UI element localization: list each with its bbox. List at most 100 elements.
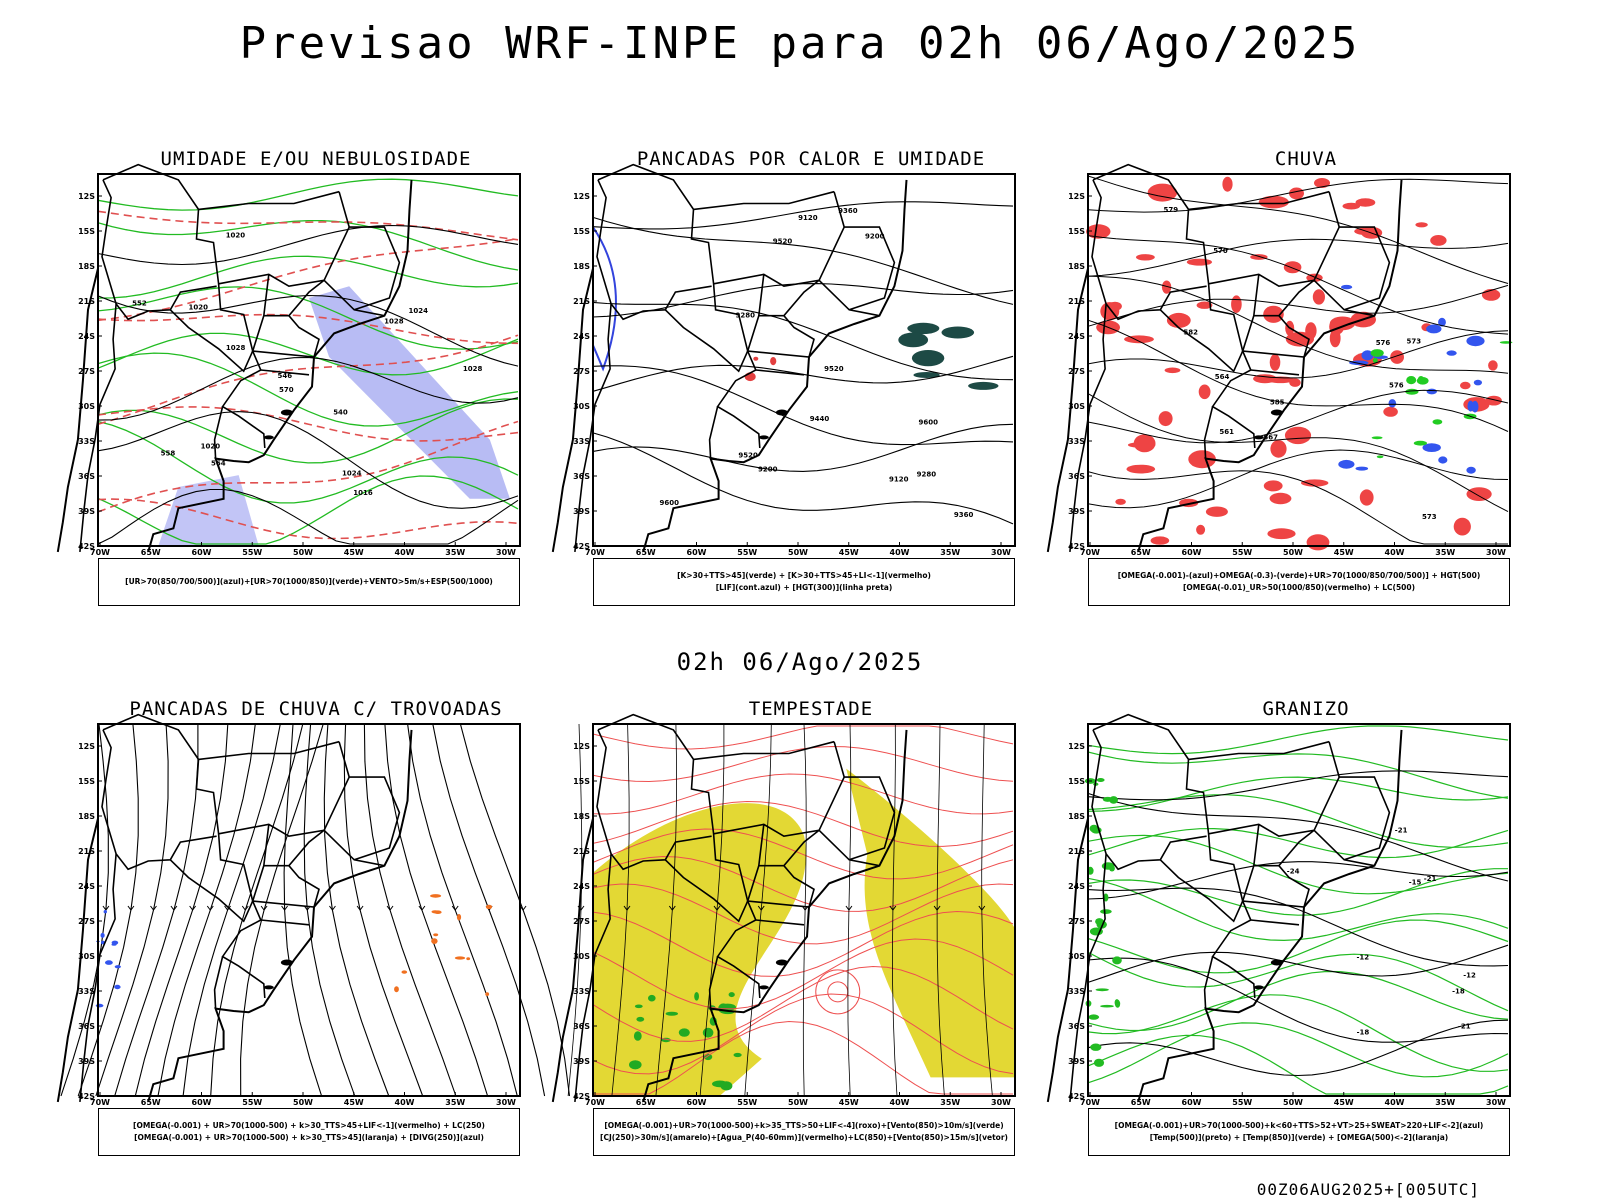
coastline-east: [1137, 729, 1403, 1103]
lagoon-mark: [1270, 959, 1283, 966]
contour-label: 9120: [798, 214, 818, 222]
streamline-arrow: [519, 905, 527, 911]
streamline-arrow: [281, 905, 288, 911]
shaded-area: [1263, 305, 1284, 323]
shaded-area: [1186, 258, 1212, 266]
shaded-area: [770, 357, 777, 366]
x-tick-label: 60W: [1182, 548, 1202, 557]
shaded-area: [1198, 384, 1211, 400]
border-line: [1313, 279, 1375, 317]
shaded-area: [1103, 893, 1109, 902]
shaded-area: [1258, 195, 1289, 209]
contour-line: [1087, 284, 1509, 327]
y-tick-label: 36S: [573, 1022, 590, 1031]
streamline-arrow: [170, 905, 178, 911]
contour-line: [97, 420, 519, 504]
shaded-area: [1383, 406, 1398, 417]
contour-line: [1087, 751, 1509, 799]
contour-label: 1020: [201, 443, 221, 451]
shaded-area: [593, 803, 807, 1096]
shaded-area: [1485, 395, 1502, 406]
y-tick-label: 33S: [78, 987, 95, 996]
shaded-area: [1270, 440, 1287, 458]
x-tick-label: 65W: [141, 1098, 161, 1107]
border-line: [1208, 741, 1341, 838]
map-frame: [97, 723, 521, 1097]
contour-line: [1087, 725, 1509, 755]
contour-line: [97, 334, 519, 425]
contour-line: [1087, 319, 1509, 432]
y-tick-label: 12S: [78, 192, 95, 201]
shaded-area: [309, 286, 510, 499]
contour-label: 9360: [838, 207, 858, 215]
contour-line: [1087, 957, 1509, 1043]
contour-label: 582: [1183, 328, 1198, 336]
contour-label: 564: [1215, 373, 1230, 381]
y-tick-label: 42S: [573, 1092, 590, 1101]
map-chuva: 585 582 579 576 573 570 567 564 561 576 573 70W 65W 6…: [1046, 163, 1513, 557]
shaded-area: [1430, 235, 1447, 246]
shaded-area: [158, 475, 259, 546]
y-tick-label: 30S: [1068, 952, 1085, 961]
x-tick-label: 55W: [242, 548, 262, 557]
contour-line: [97, 210, 519, 241]
legend-box: [K>30+TTS>45](verde) + [K>30+TTS>45+LI<-…: [593, 558, 1015, 606]
x-tick-label: 50W: [1283, 548, 1303, 557]
shaded-area: [1301, 479, 1329, 487]
y-tick-label: 39S: [78, 507, 95, 516]
y-tick-label: 27S: [573, 367, 590, 376]
border-line: [1159, 309, 1244, 373]
contour-line: [97, 178, 519, 211]
map-frame: [592, 173, 1016, 547]
x-tick-label: 30W: [991, 1098, 1011, 1107]
shaded-area: [1196, 301, 1213, 309]
shaded-area: [1438, 317, 1446, 327]
x-tick-label: 45W: [839, 548, 859, 557]
y-tick-label: 15S: [78, 777, 95, 786]
contour-label: -15: [1409, 878, 1422, 886]
y-tick-label: 27S: [78, 917, 95, 926]
contour-line: [1087, 792, 1509, 882]
shaded-area: [111, 940, 119, 945]
shaded-area: [1089, 824, 1099, 833]
shaded-area: [1355, 466, 1369, 471]
y-tick-label: 36S: [78, 1022, 95, 1031]
contour-label: -12: [1463, 972, 1476, 980]
shaded-area: [1269, 354, 1281, 371]
contour-line: [592, 745, 1014, 783]
streamline-arrow: [978, 905, 986, 911]
shaded-area: [1338, 459, 1355, 469]
streamline: [157, 723, 256, 1097]
shaded-area: [1453, 517, 1471, 536]
y-tick-label: 12S: [1068, 742, 1085, 751]
contour-label: 9520: [824, 365, 844, 373]
border-line: [1250, 369, 1300, 376]
x-tick-label: 50W: [293, 548, 313, 557]
y-tick-label: 42S: [78, 1092, 95, 1101]
border-line: [597, 163, 761, 449]
map-frame: [97, 173, 521, 547]
y-tick-label: 24S: [573, 882, 590, 891]
y-tick-label: 24S: [78, 882, 95, 891]
contour-line: [97, 224, 519, 266]
y-tick-label: 12S: [78, 742, 95, 751]
x-tick-label: 65W: [1131, 548, 1151, 557]
shaded-area: [1133, 434, 1156, 453]
shaded-area: [1150, 536, 1170, 545]
shaded-area: [907, 322, 940, 334]
coastline-west: [1046, 268, 1089, 553]
shaded-area: [1115, 498, 1126, 505]
contour-label: -18: [1452, 987, 1465, 995]
contour-line: [1087, 970, 1509, 1032]
shaded-area: [1422, 443, 1441, 452]
streamline-arrow: [386, 905, 394, 911]
contour-line: [1087, 1019, 1509, 1077]
coastline-west: [56, 268, 99, 553]
contour-label: 1020: [189, 303, 209, 311]
shaded-area: [1466, 466, 1476, 474]
streamline-arrow: [845, 905, 853, 911]
contour-line: [97, 420, 519, 513]
shaded-area: [394, 986, 399, 993]
shaded-area: [1473, 379, 1482, 386]
legend-line: [Temp(500)](preto) + [Temp(850)](verde) …: [1149, 1133, 1449, 1142]
